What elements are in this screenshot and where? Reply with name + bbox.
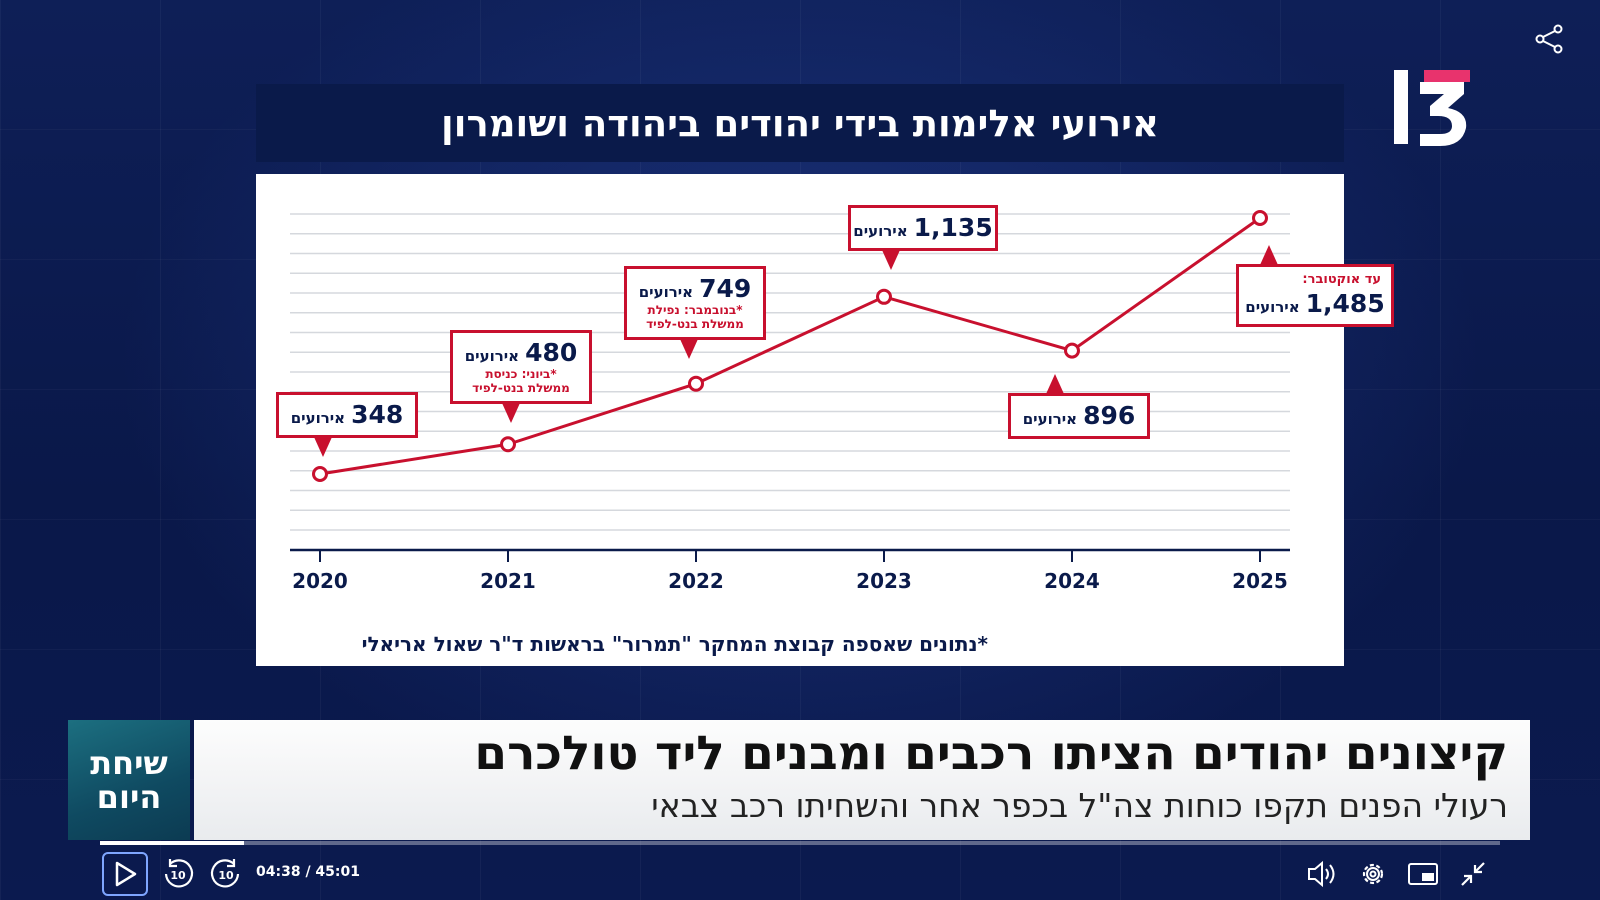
callout-tail xyxy=(680,338,698,359)
rewind-10-icon: 10 xyxy=(164,859,194,888)
volume-icon xyxy=(1308,860,1335,888)
data-label: 480 אירועים *ביוני: כניסת ממשלת בנט-לפיד xyxy=(450,330,592,424)
forward-10-label: 10 xyxy=(218,869,234,882)
volume-button[interactable] xyxy=(1304,856,1342,892)
data-point xyxy=(312,466,328,482)
x-tick-label: 2024 xyxy=(1044,569,1100,593)
callout-tail xyxy=(314,437,332,457)
play-button[interactable] xyxy=(102,852,148,896)
program-tag-line1: שיחת xyxy=(90,744,168,782)
player-controls: 10 10 04:38 / 45:01 xyxy=(0,848,1600,900)
play-icon xyxy=(115,861,137,887)
chart-panel: 2020 2021 2022 2023 2024 2025 348 אירועים 480 אי… xyxy=(256,174,1394,666)
forward-10-icon: 10 xyxy=(210,859,240,888)
x-tick-label: 2025 xyxy=(1232,569,1288,593)
data-label-unit: אירועים xyxy=(1022,409,1078,428)
data-label-prefix: עד אוקטובר: xyxy=(1302,272,1381,287)
callout-tail xyxy=(1260,245,1278,265)
exit-fullscreen-icon xyxy=(1461,862,1485,886)
x-tick-label: 2020 xyxy=(292,569,348,593)
program-tag-line2: היום xyxy=(96,778,162,816)
data-label-unit: אירועים xyxy=(464,347,520,366)
x-tick-label: 2023 xyxy=(856,569,912,593)
settings-button[interactable] xyxy=(1354,856,1392,892)
data-label-note: *בנובמבר: נפילת ממשלת בנט-לפיד xyxy=(646,302,744,331)
data-label-unit: אירועים xyxy=(638,282,694,301)
playback-time: 04:38 / 45:01 xyxy=(256,864,360,880)
news-ticker: שיחת היום קיצונים יהודים הציתו רכבים ומב… xyxy=(68,720,1530,840)
callout-tail xyxy=(882,249,900,270)
channel-13-logo xyxy=(1394,70,1470,146)
data-label-note: *ביוני: כניסת ממשלת בנט-לפיד xyxy=(472,367,570,396)
progress-bar[interactable] xyxy=(100,841,1500,845)
data-label-value: 348 xyxy=(351,400,404,429)
progress-fill xyxy=(100,841,245,845)
data-point xyxy=(1064,342,1080,359)
headline: קיצונים יהודים הציתו רכבים ומבנים ליד טו… xyxy=(474,726,1508,781)
subheadline: רעולי הפנים תקפו כוחות צה"ל בכפר אחר והש… xyxy=(651,786,1508,825)
pip-button[interactable] xyxy=(1404,856,1442,892)
rewind-10-label: 10 xyxy=(170,869,186,882)
chart-title: אירועי אלימות בידי יהודים ביהודה ושומרון xyxy=(256,84,1344,162)
data-label: 348 אירועים xyxy=(276,392,418,457)
data-label-value: 896 xyxy=(1083,400,1136,430)
rewind-10-button[interactable]: 10 xyxy=(158,854,198,894)
data-label-value: 1,135 xyxy=(913,212,993,242)
forward-10-button[interactable]: 10 xyxy=(206,854,246,894)
headline-box: קיצונים יהודים הציתו רכבים ומבנים ליד טו… xyxy=(194,720,1530,840)
data-label: 1,135 אירועים xyxy=(848,204,998,270)
data-point xyxy=(500,436,516,453)
data-label-unit: אירועים xyxy=(290,409,346,427)
data-point xyxy=(688,375,704,392)
data-label-unit: אירועים xyxy=(1245,298,1300,316)
data-label-unit: אירועים xyxy=(853,221,908,240)
data-label: עד אוקטובר: 1,485 אירועים xyxy=(1236,245,1394,327)
callout-tail xyxy=(502,403,520,424)
share-icon[interactable] xyxy=(1532,22,1566,56)
x-tick-label: 2021 xyxy=(480,569,536,593)
exit-fullscreen-button[interactable] xyxy=(1454,856,1492,892)
chart-footnote: *נתונים שאספה קבוצת המחקר "תמרור" בראשות… xyxy=(361,632,988,656)
series-line xyxy=(319,216,1261,476)
line-chart: 2020 2021 2022 2023 2024 2025 xyxy=(290,210,1290,593)
data-label-value: 749 xyxy=(699,273,752,303)
data-label: 749 אירועים *בנובמבר: נפילת ממשלת בנט-לפיד xyxy=(624,265,766,359)
data-label-value: 480 xyxy=(525,338,578,368)
data-label-value: 1,485 xyxy=(1305,289,1385,318)
settings-gear-icon xyxy=(1362,863,1384,885)
data-point xyxy=(1252,210,1268,226)
data-label: 896 אירועים xyxy=(1008,373,1150,439)
picture-in-picture-icon xyxy=(1408,863,1438,885)
data-point xyxy=(876,288,892,305)
program-tag: שיחת היום xyxy=(68,720,190,840)
callout-tail xyxy=(1046,373,1064,394)
x-tick-label: 2022 xyxy=(668,569,724,593)
